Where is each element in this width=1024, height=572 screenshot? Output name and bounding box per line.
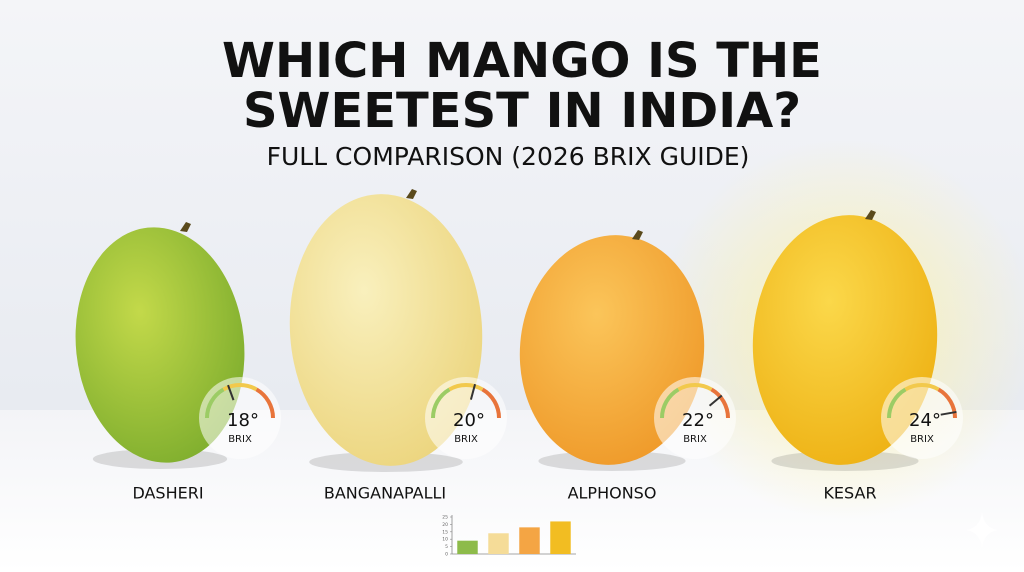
y-tick-label: 15 bbox=[442, 529, 448, 535]
gauge-face bbox=[199, 377, 281, 459]
stem bbox=[180, 222, 191, 232]
gauge-needle bbox=[940, 410, 957, 416]
gauge-face bbox=[881, 377, 963, 459]
bar bbox=[457, 540, 478, 554]
mango-name: DASHERI bbox=[132, 484, 203, 503]
gauge-face bbox=[654, 377, 736, 459]
gauge-arc bbox=[710, 387, 730, 419]
gauge-needle bbox=[708, 394, 723, 407]
y-tick-label: 0 bbox=[445, 552, 448, 558]
gauge-arc bbox=[887, 387, 907, 419]
mango-name: ALPHONSO bbox=[568, 484, 657, 503]
gauge-arc bbox=[937, 387, 957, 419]
gauge-arc bbox=[222, 383, 258, 392]
bar bbox=[550, 521, 571, 554]
stem bbox=[865, 210, 876, 220]
brix-reading: 22° bbox=[682, 410, 714, 431]
gauge-face bbox=[425, 377, 507, 459]
bar bbox=[519, 527, 540, 554]
gauge-arc bbox=[448, 383, 484, 392]
gauge-arc bbox=[431, 387, 451, 419]
gauge-needle bbox=[227, 384, 235, 401]
brix-reading: 20° bbox=[453, 410, 485, 431]
gauge-arc bbox=[255, 387, 275, 419]
brix-reading: 18° bbox=[227, 410, 259, 431]
sparkle-icon bbox=[966, 512, 998, 548]
y-tick-label: 25 bbox=[442, 515, 448, 521]
subtitle: FULL COMPARISON (2026 BRIX GUIDE) bbox=[267, 142, 750, 171]
gauge-needle bbox=[469, 383, 477, 400]
brix-unit: BRIX bbox=[454, 434, 478, 445]
mangoes: 18° BRIX DASHERI 20° BRIX BANGANAPALLI 22° BRIX… bbox=[75, 189, 963, 503]
y-tick-label: 20 bbox=[442, 522, 448, 528]
stem bbox=[406, 189, 417, 199]
bar bbox=[488, 533, 509, 554]
gauge-arc bbox=[660, 387, 680, 419]
stem bbox=[632, 230, 643, 240]
mango-name: KESAR bbox=[823, 484, 876, 503]
gauge-arc bbox=[481, 387, 501, 419]
mango-name: BANGANAPALLI bbox=[324, 484, 446, 503]
title: WHICH MANGO IS THE bbox=[222, 33, 822, 89]
gauge-arc bbox=[677, 383, 713, 392]
gauge-arc bbox=[205, 387, 225, 419]
brix-unit: BRIX bbox=[228, 434, 252, 445]
brix-unit: BRIX bbox=[910, 434, 934, 445]
title: SWEETEST IN INDIA? bbox=[243, 83, 801, 139]
y-tick-label: 10 bbox=[442, 537, 448, 543]
y-tick-label: 5 bbox=[445, 544, 448, 550]
brix-reading: 24° bbox=[909, 410, 941, 431]
gauge-arc bbox=[904, 383, 940, 392]
brix-unit: BRIX bbox=[683, 434, 707, 445]
